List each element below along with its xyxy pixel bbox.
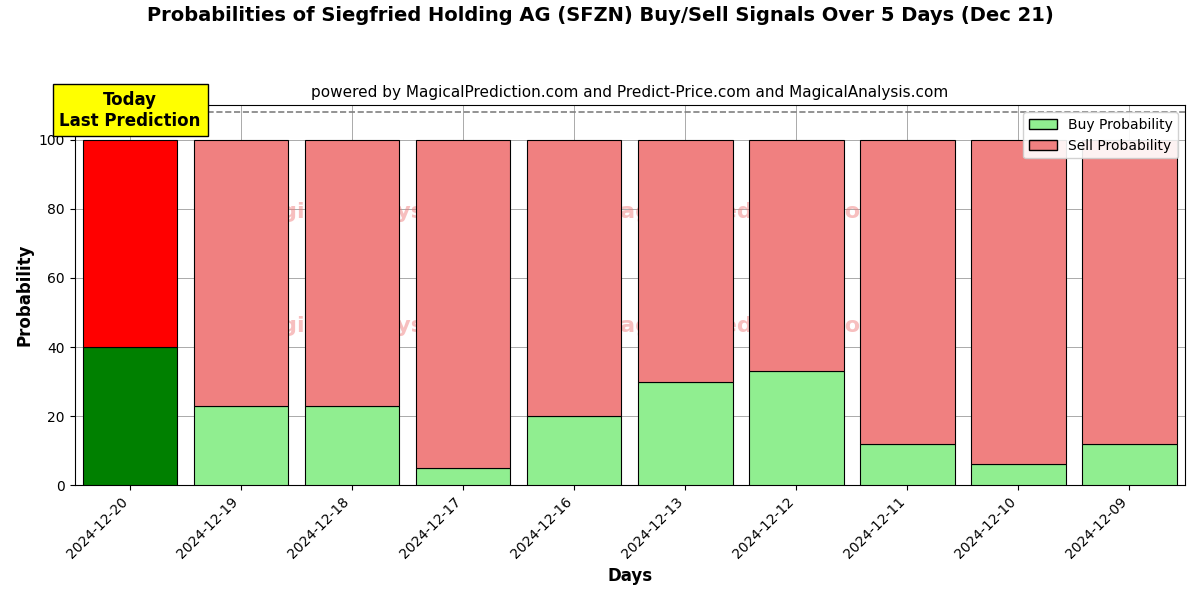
Bar [1082, 140, 1177, 444]
Bar [194, 140, 288, 406]
Title: powered by MagicalPrediction.com and Predict-Price.com and MagicalAnalysis.com: powered by MagicalPrediction.com and Pre… [311, 85, 948, 100]
Bar [194, 406, 288, 485]
X-axis label: Days: Days [607, 567, 653, 585]
Text: MagicalPrediction.com: MagicalPrediction.com [598, 316, 883, 335]
Bar [860, 444, 955, 485]
Bar [527, 416, 622, 485]
Bar [305, 140, 400, 406]
Bar [638, 140, 732, 382]
Text: MagicalAnalysis.com: MagicalAnalysis.com [244, 316, 505, 335]
Bar [971, 464, 1066, 485]
Bar [416, 140, 510, 468]
Bar [971, 140, 1066, 464]
Bar [1082, 444, 1177, 485]
Bar [305, 406, 400, 485]
Bar [638, 382, 732, 485]
Bar [749, 371, 844, 485]
Text: Today
Last Prediction: Today Last Prediction [60, 91, 200, 130]
Bar [527, 140, 622, 416]
Text: MagicalAnalysis.com: MagicalAnalysis.com [244, 202, 505, 221]
Bar [749, 140, 844, 371]
Bar [83, 347, 178, 485]
Text: MagicalPrediction.com: MagicalPrediction.com [598, 202, 883, 221]
Bar [83, 140, 178, 347]
Text: Probabilities of Siegfried Holding AG (SFZN) Buy/Sell Signals Over 5 Days (Dec 2: Probabilities of Siegfried Holding AG (S… [146, 6, 1054, 25]
Legend: Buy Probability, Sell Probability: Buy Probability, Sell Probability [1024, 112, 1178, 158]
Bar [416, 468, 510, 485]
Y-axis label: Probability: Probability [16, 244, 34, 346]
Bar [860, 140, 955, 444]
